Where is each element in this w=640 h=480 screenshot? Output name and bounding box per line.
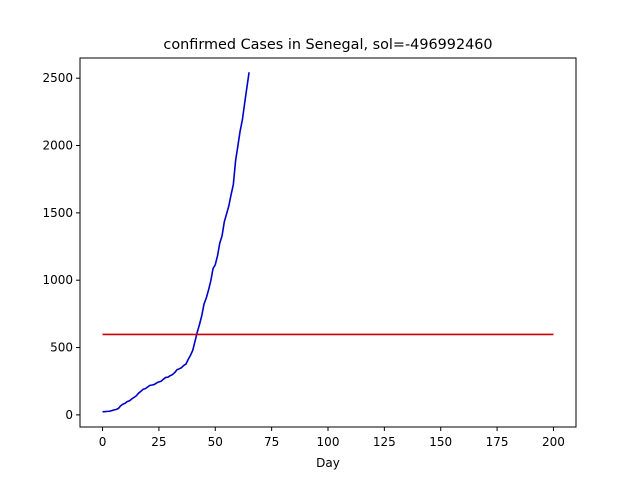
y-tick-label: 1500	[42, 206, 73, 220]
x-tick-label: 100	[317, 435, 340, 449]
x-tick-label: 150	[429, 435, 452, 449]
x-tick-label: 25	[151, 435, 166, 449]
series-line-0	[102, 72, 250, 413]
y-tick-label: 2500	[42, 71, 73, 85]
series-layer	[102, 72, 554, 413]
y-tick-label: 500	[50, 341, 73, 355]
y-tick-label: 2000	[42, 139, 73, 153]
x-tick-label: 175	[486, 435, 509, 449]
x-tick-label: 0	[99, 435, 107, 449]
x-tick-label: 125	[373, 435, 396, 449]
y-axis: 0 500 1000 1500 2000 2500	[42, 71, 80, 422]
y-tick-label: 0	[65, 408, 73, 422]
x-tick-label: 75	[264, 435, 279, 449]
x-tick-label: 200	[542, 435, 565, 449]
x-axis: 0 25 50 75 100 125 150 175 200	[99, 427, 565, 449]
y-tick-label: 1000	[42, 273, 73, 287]
x-tick-label: 50	[208, 435, 223, 449]
x-axis-label: Day	[316, 456, 340, 470]
chart-title: confirmed Cases in Senegal, sol=-4969924…	[163, 37, 492, 53]
